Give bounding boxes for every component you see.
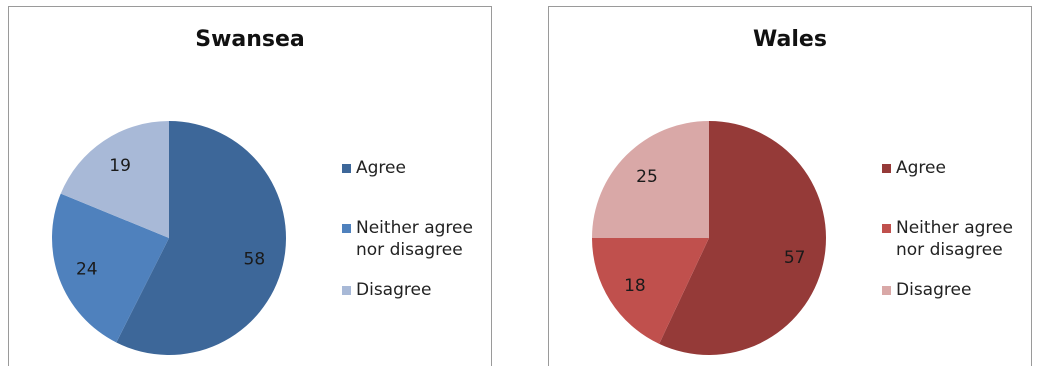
legend-label: Agree (896, 158, 946, 178)
legend-swatch (342, 224, 351, 233)
pie-slice-neither (52, 193, 169, 343)
pie-chart: 57 18 25 (592, 121, 826, 356)
chart-title: Wales (753, 27, 827, 52)
legend-label: Neither agree nor disagree (896, 218, 1013, 260)
legend-item-disagree: Disagree (882, 279, 971, 301)
legend-label: Disagree (896, 280, 972, 300)
data-label-neither: 24 (76, 260, 98, 280)
chart-panel-wales: Wales 57 18 25 Agree Neither agree nor dis… (548, 6, 1032, 366)
data-label-agree: 57 (784, 248, 806, 268)
chart-title: Swansea (195, 27, 305, 52)
legend-swatch (882, 286, 891, 295)
legend-label: Agree (356, 158, 406, 178)
pie-slice-disagree (592, 121, 709, 238)
legend-swatch (882, 164, 891, 173)
chart-panel-swansea: Swansea 58 24 19 Agree Neither agree nor d… (8, 6, 492, 366)
legend-item-neither: Neither agree nor disagree (882, 217, 1013, 261)
pie-chart: 58 24 19 (52, 121, 286, 355)
legend-swatch (342, 286, 351, 295)
pie-slice-disagree (60, 121, 169, 238)
legend-item-neither: Neither agree nor disagree (342, 217, 473, 261)
legend-item-disagree: Disagree (342, 279, 431, 301)
legend-item-agree: Agree (882, 157, 946, 179)
data-label-agree: 58 (244, 249, 266, 269)
data-label-disagree: 19 (109, 156, 131, 176)
legend-label: Neither agree nor disagree (356, 218, 473, 260)
legend-item-agree: Agree (342, 157, 406, 179)
legend-swatch (342, 164, 351, 173)
pie-slice-agree (116, 121, 286, 355)
legend-swatch (882, 224, 891, 233)
legend-label: Disagree (356, 280, 432, 300)
data-label-disagree: 25 (636, 167, 658, 187)
data-label-neither: 18 (624, 276, 646, 296)
pie-slice-neither (592, 238, 709, 344)
pie-slice-agree (659, 121, 826, 356)
